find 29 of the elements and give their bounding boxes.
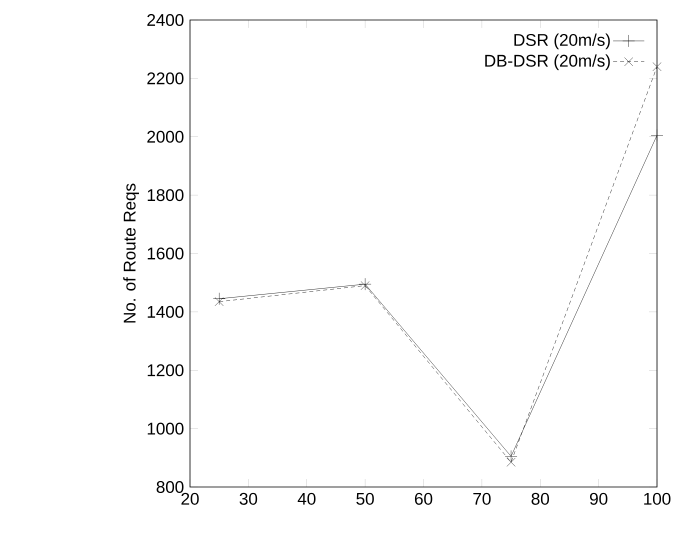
x-tick-label: 60 [414,492,432,505]
legend-label: DB-DSR (20m/s) [485,54,610,70]
y-tick-label: 1600 [148,248,184,260]
point [358,278,372,290]
y-tick-label: 1800 [148,189,184,202]
point [504,450,518,463]
y-tick-label: 2200 [147,72,184,84]
y-tick-label: 2000 [147,130,184,143]
point [213,292,226,305]
x-tick-label: 100 [644,492,670,505]
y-axis-title: No. of Route Reqs [123,184,139,323]
point [652,62,662,72]
legend-label: DSR (20m/s) [514,34,610,50]
point [360,281,370,290]
x-tick-label: 50 [356,492,374,505]
x-tick-label: 30 [240,492,258,505]
y-tick-label: 800 [156,481,184,493]
x-tick-label: 40 [298,492,316,505]
x-tick-label: 70 [473,492,491,505]
y-tick-label: 1200 [148,364,184,376]
y-tick-label: 1000 [148,422,184,435]
point [650,129,664,142]
point [214,297,224,306]
x-tick-label: 90 [590,492,608,505]
x-tick-label: 20 [181,492,199,505]
y-tick-label: 2400 [147,14,184,26]
point [506,458,516,467]
x-tick-label: 80 [532,492,550,505]
y-tick-label: 1400 [148,306,184,318]
